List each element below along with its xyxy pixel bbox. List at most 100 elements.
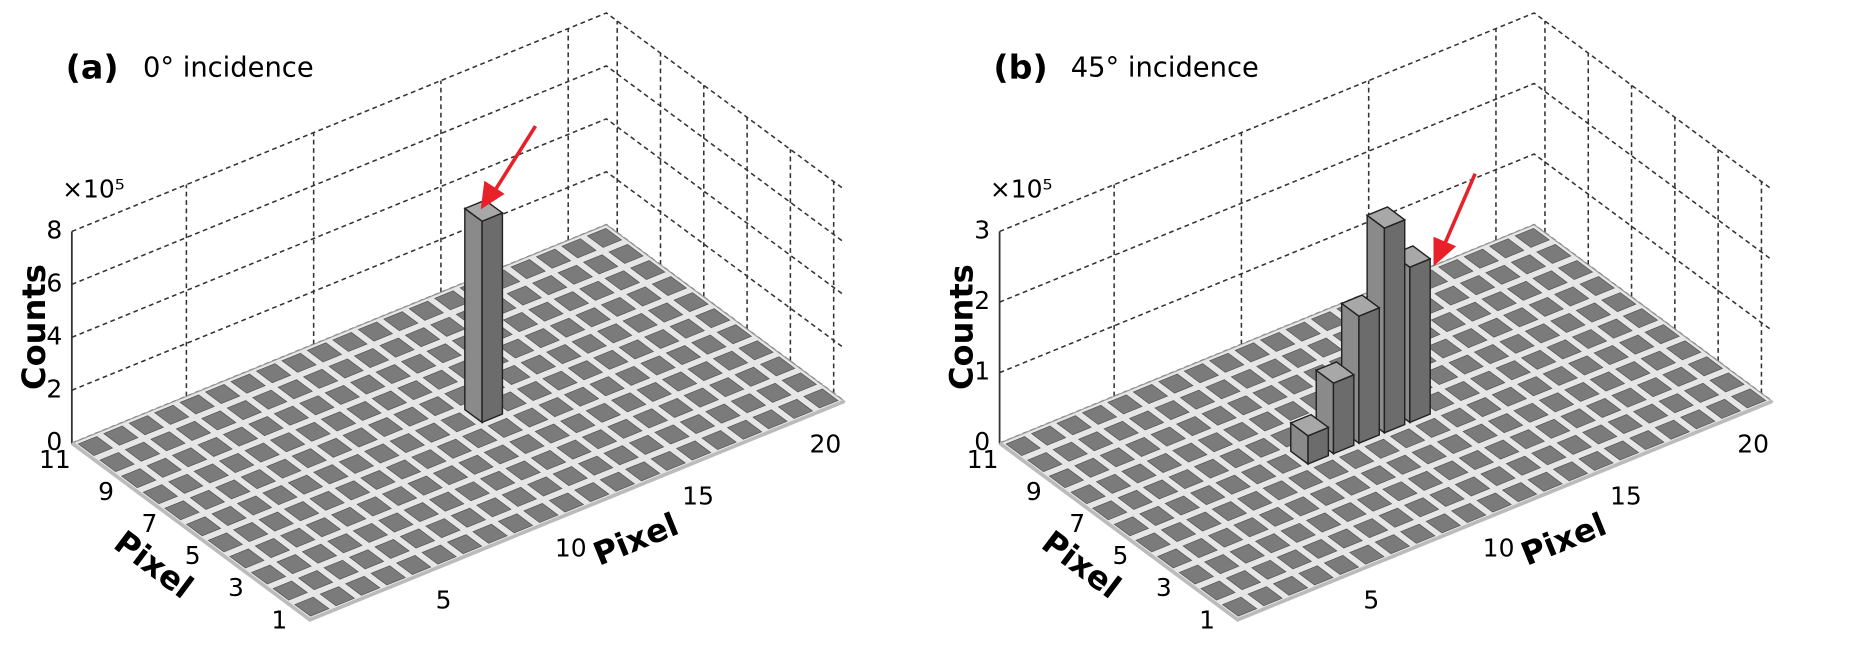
floor-tile: [603, 445, 639, 466]
grid-line: [71, 12, 845, 233]
floor-tile: [579, 280, 615, 301]
floor-tile: [291, 448, 327, 469]
floor-tile: [1658, 393, 1694, 414]
floor-tile: [418, 396, 455, 417]
floor-tile: [294, 596, 330, 617]
floor-tile: [1030, 425, 1067, 446]
floor-tile: [1597, 318, 1633, 339]
floor-tile: [691, 334, 727, 355]
floor-tile: [381, 486, 418, 506]
floor-tile: [404, 327, 441, 348]
floor-tile: [585, 402, 622, 423]
floor-tile: [582, 254, 619, 275]
floor-tile: [353, 348, 390, 368]
floor-tile: [378, 512, 414, 533]
floor-tile: [1201, 405, 1237, 426]
floor-tile: [549, 317, 586, 338]
floor-tile: [1550, 313, 1586, 333]
floor-tile: [124, 441, 161, 462]
floor-tile: [705, 403, 741, 424]
floor-tile: [501, 486, 538, 507]
floor-tile: [411, 449, 447, 470]
floor-tile: [1499, 333, 1535, 354]
floor-tile: [1077, 431, 1114, 452]
floor-tile: [1495, 360, 1531, 381]
floor-tile: [1259, 332, 1296, 352]
floor-tile: [1484, 439, 1520, 460]
floor-tile: [730, 393, 767, 414]
floor-tile: [1434, 285, 1470, 306]
floor-tile: [146, 457, 182, 478]
floor-tile: [1095, 473, 1132, 494]
floor-tile: [357, 321, 394, 342]
floor-tile: [1323, 555, 1360, 575]
z-tick-label: 8: [46, 215, 62, 244]
floor-tile: [269, 432, 306, 453]
floor-edge: [70, 399, 846, 622]
floor-tile: [403, 502, 440, 522]
floor-tile: [535, 248, 572, 269]
floor-tile: [626, 286, 662, 307]
floor-tile: [1331, 502, 1367, 522]
floor-tile: [120, 468, 157, 489]
floor-tile: [1273, 401, 1310, 421]
floor-tile: [527, 476, 563, 497]
floor-tile: [440, 412, 476, 433]
floor-tile: [432, 465, 469, 486]
floor-tile: [1560, 408, 1596, 429]
floor-tile: [1527, 471, 1563, 492]
floor-tile: [1251, 559, 1287, 580]
floor-tile: [665, 345, 702, 365]
floor-tile: [752, 409, 788, 430]
floor-tile: [252, 389, 288, 410]
floor-tile: [687, 361, 723, 382]
floor-tile: [1491, 386, 1528, 407]
floor-tile: [327, 533, 363, 554]
floor-tile: [1197, 432, 1234, 453]
floor-tile: [1298, 565, 1334, 586]
bar-front: [1358, 306, 1380, 445]
floor-tile: [618, 339, 655, 360]
floor-tile: [577, 455, 614, 476]
floor-tile: [1256, 358, 1292, 379]
x-tick-label: 10: [1483, 534, 1515, 563]
floor-tile: [1113, 516, 1150, 537]
y-tick-label: 9: [98, 477, 114, 506]
floor-tile: [222, 426, 259, 447]
floor-tile: [277, 379, 313, 400]
floor-tile: [258, 511, 294, 532]
z-axis-title: Counts: [943, 264, 981, 390]
floor-tile: [694, 308, 731, 329]
floor-tile: [574, 482, 610, 503]
floor-tile: [669, 318, 705, 339]
floor-tile: [1352, 518, 1389, 539]
floor-tile: [297, 570, 334, 591]
floor-tile: [1459, 275, 1496, 296]
floor-tile: [1146, 453, 1183, 473]
floor-tile: [1654, 419, 1691, 440]
floor-tile: [248, 416, 284, 437]
floor-tile: [1128, 410, 1165, 431]
floor-tile: [342, 427, 378, 448]
floor-tile: [546, 344, 582, 365]
floor-tile: [168, 473, 204, 494]
floor-tile: [1204, 554, 1240, 575]
floor-tile: [1225, 570, 1262, 591]
floor-tile: [520, 354, 557, 375]
bar-top: [1365, 206, 1407, 229]
floor-tile: [650, 450, 686, 471]
floor-tile: [1125, 436, 1161, 457]
floor-tile: [364, 443, 400, 464]
floor-tile: [1252, 384, 1288, 405]
floor-tile: [1338, 449, 1375, 470]
floor-tile: [709, 377, 745, 398]
floor-tile: [436, 438, 473, 459]
floor-tile: [360, 470, 396, 490]
x-tick-label: 15: [682, 481, 714, 510]
floor-tile: [1207, 527, 1244, 548]
floor-tile: [1209, 352, 1245, 373]
floor-tile: [229, 548, 265, 569]
floor-tile: [254, 538, 291, 559]
floor-tile: [1052, 441, 1088, 462]
